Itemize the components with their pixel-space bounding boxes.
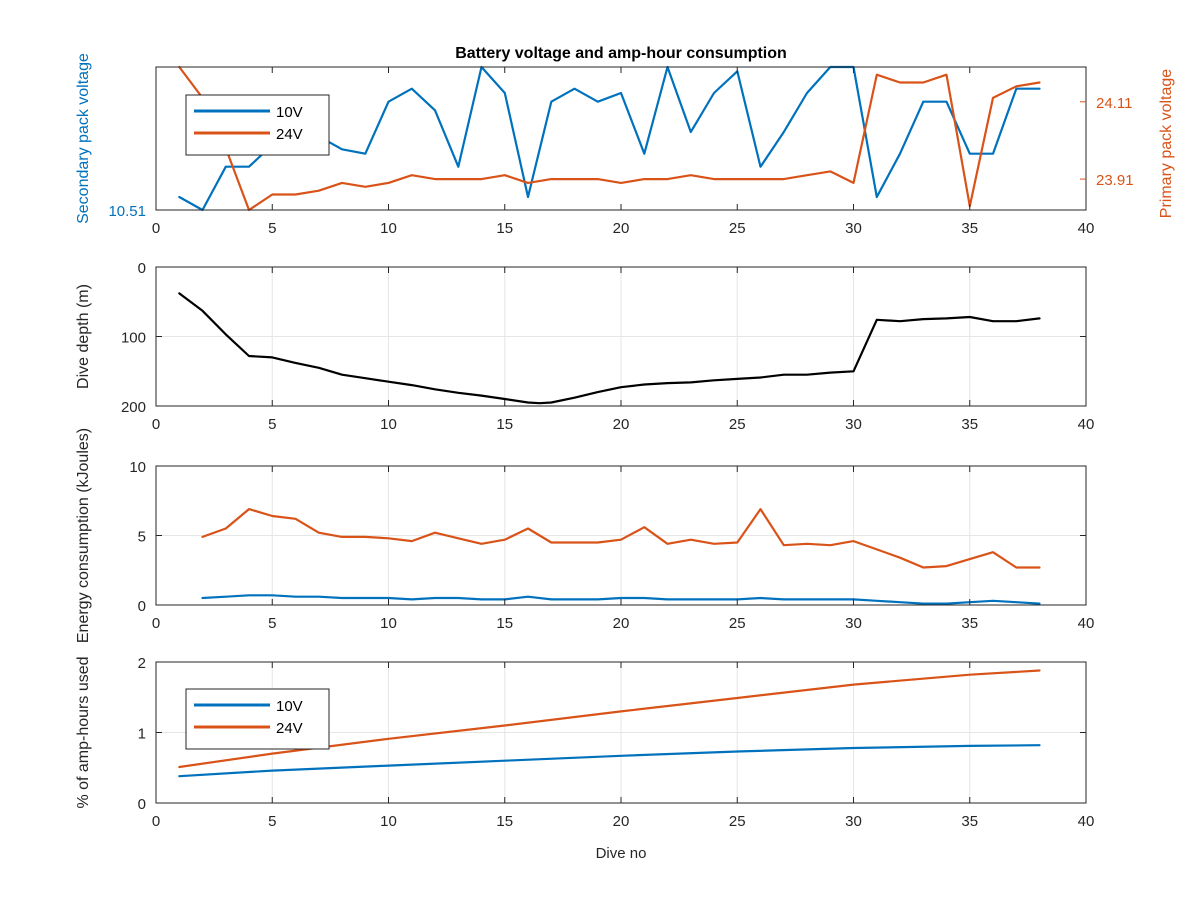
amphours-y-tick-label: 1 (138, 726, 146, 743)
voltage-x-tick-label: 25 (729, 220, 746, 237)
amphours-x-tick-label: 5 (268, 813, 276, 830)
depth-x-tick-label: 5 (268, 416, 276, 433)
depth-x-tick-label: 15 (496, 416, 513, 433)
depth-x-tick-label: 0 (152, 416, 160, 433)
amphours-x-tick-label: 35 (961, 813, 978, 830)
energy-x-tick-label: 20 (613, 615, 630, 632)
amphours-x-tick-label: 15 (496, 813, 513, 830)
voltage-x-tick-label: 10 (380, 220, 397, 237)
voltage-x-tick-label: 5 (268, 220, 276, 237)
voltage-x-tick-label: 0 (152, 220, 160, 237)
depth-x-tick-label: 40 (1078, 416, 1095, 433)
amphours-x-tick-label: 0 (152, 813, 160, 830)
voltage-x-tick-label: 40 (1078, 220, 1095, 237)
depth-series-line-black (178, 292, 1041, 405)
depth-x-tick-label: 20 (613, 416, 630, 433)
energy-series-line-orange (201, 508, 1041, 569)
amphours-series-line-10v (178, 744, 1041, 778)
amphours-x-tick-label: 10 (380, 813, 397, 830)
energy-x-tick-label: 40 (1078, 615, 1095, 632)
depth-y-tick-label: 200 (121, 399, 146, 416)
voltage-y-right-tick-label: 23.91 (1096, 172, 1134, 189)
depth-x-tick-label: 30 (845, 416, 862, 433)
amphours-x-tick-label: 40 (1078, 813, 1095, 830)
energy-x-tick-label: 15 (496, 615, 513, 632)
voltage-x-tick-label: 20 (613, 220, 630, 237)
amphours-legend-label-10v: 10V (276, 698, 303, 715)
depth-y-axis-label: Dive depth (m) (75, 284, 92, 389)
depth-x-tick-label: 10 (380, 416, 397, 433)
energy-x-tick-label: 0 (152, 615, 160, 632)
amphours-x-tick-label: 25 (729, 813, 746, 830)
chart-title: Battery voltage and amp-hour consumption (455, 45, 787, 62)
voltage-legend-label-24v: 24V (276, 126, 303, 143)
energy-x-tick-label: 35 (961, 615, 978, 632)
amphours-y-axis-label: % of amp-hours used (75, 656, 92, 808)
energy-x-tick-label: 10 (380, 615, 397, 632)
voltage-y-tick-label: 10.51 (108, 203, 146, 220)
depth-y-tick-label: 0 (138, 260, 146, 277)
depth-x-tick-label: 35 (961, 416, 978, 433)
depth-y-tick-label: 100 (121, 330, 146, 347)
amphours-x-axis-label: Dive no (596, 845, 647, 862)
energy-x-tick-label: 30 (845, 615, 862, 632)
depth-x-tick-label: 25 (729, 416, 746, 433)
amphours-x-tick-label: 30 (845, 813, 862, 830)
amphours-legend-box (185, 688, 330, 750)
energy-y-tick-label: 5 (138, 529, 146, 546)
energy-y-tick-label: 10 (129, 459, 146, 476)
energy-x-tick-label: 5 (268, 615, 276, 632)
amphours-y-tick-label: 0 (138, 796, 146, 813)
voltage-x-tick-label: 35 (961, 220, 978, 237)
amphours-x-tick-label: 20 (613, 813, 630, 830)
amphours-y-tick-label: 2 (138, 655, 146, 672)
voltage-legend-box (185, 94, 330, 156)
energy-series-line-blue (201, 594, 1041, 605)
energy-y-tick-label: 0 (138, 598, 146, 615)
voltage-y-axis-label: Secondary pack voltage (75, 53, 92, 224)
energy-x-tick-label: 25 (729, 615, 746, 632)
voltage-x-tick-label: 15 (496, 220, 513, 237)
voltage-y-right-axis-label: Primary pack voltage (1158, 69, 1175, 218)
voltage-x-tick-label: 30 (845, 220, 862, 237)
voltage-legend-label-10v: 10V (276, 104, 303, 121)
amphours-legend-label-24v: 24V (276, 720, 303, 737)
voltage-series-line-24v (178, 65, 1041, 212)
energy-y-axis-label: Energy consumption (kJoules) (75, 428, 92, 643)
voltage-y-right-tick-label: 24.11 (1096, 95, 1132, 112)
